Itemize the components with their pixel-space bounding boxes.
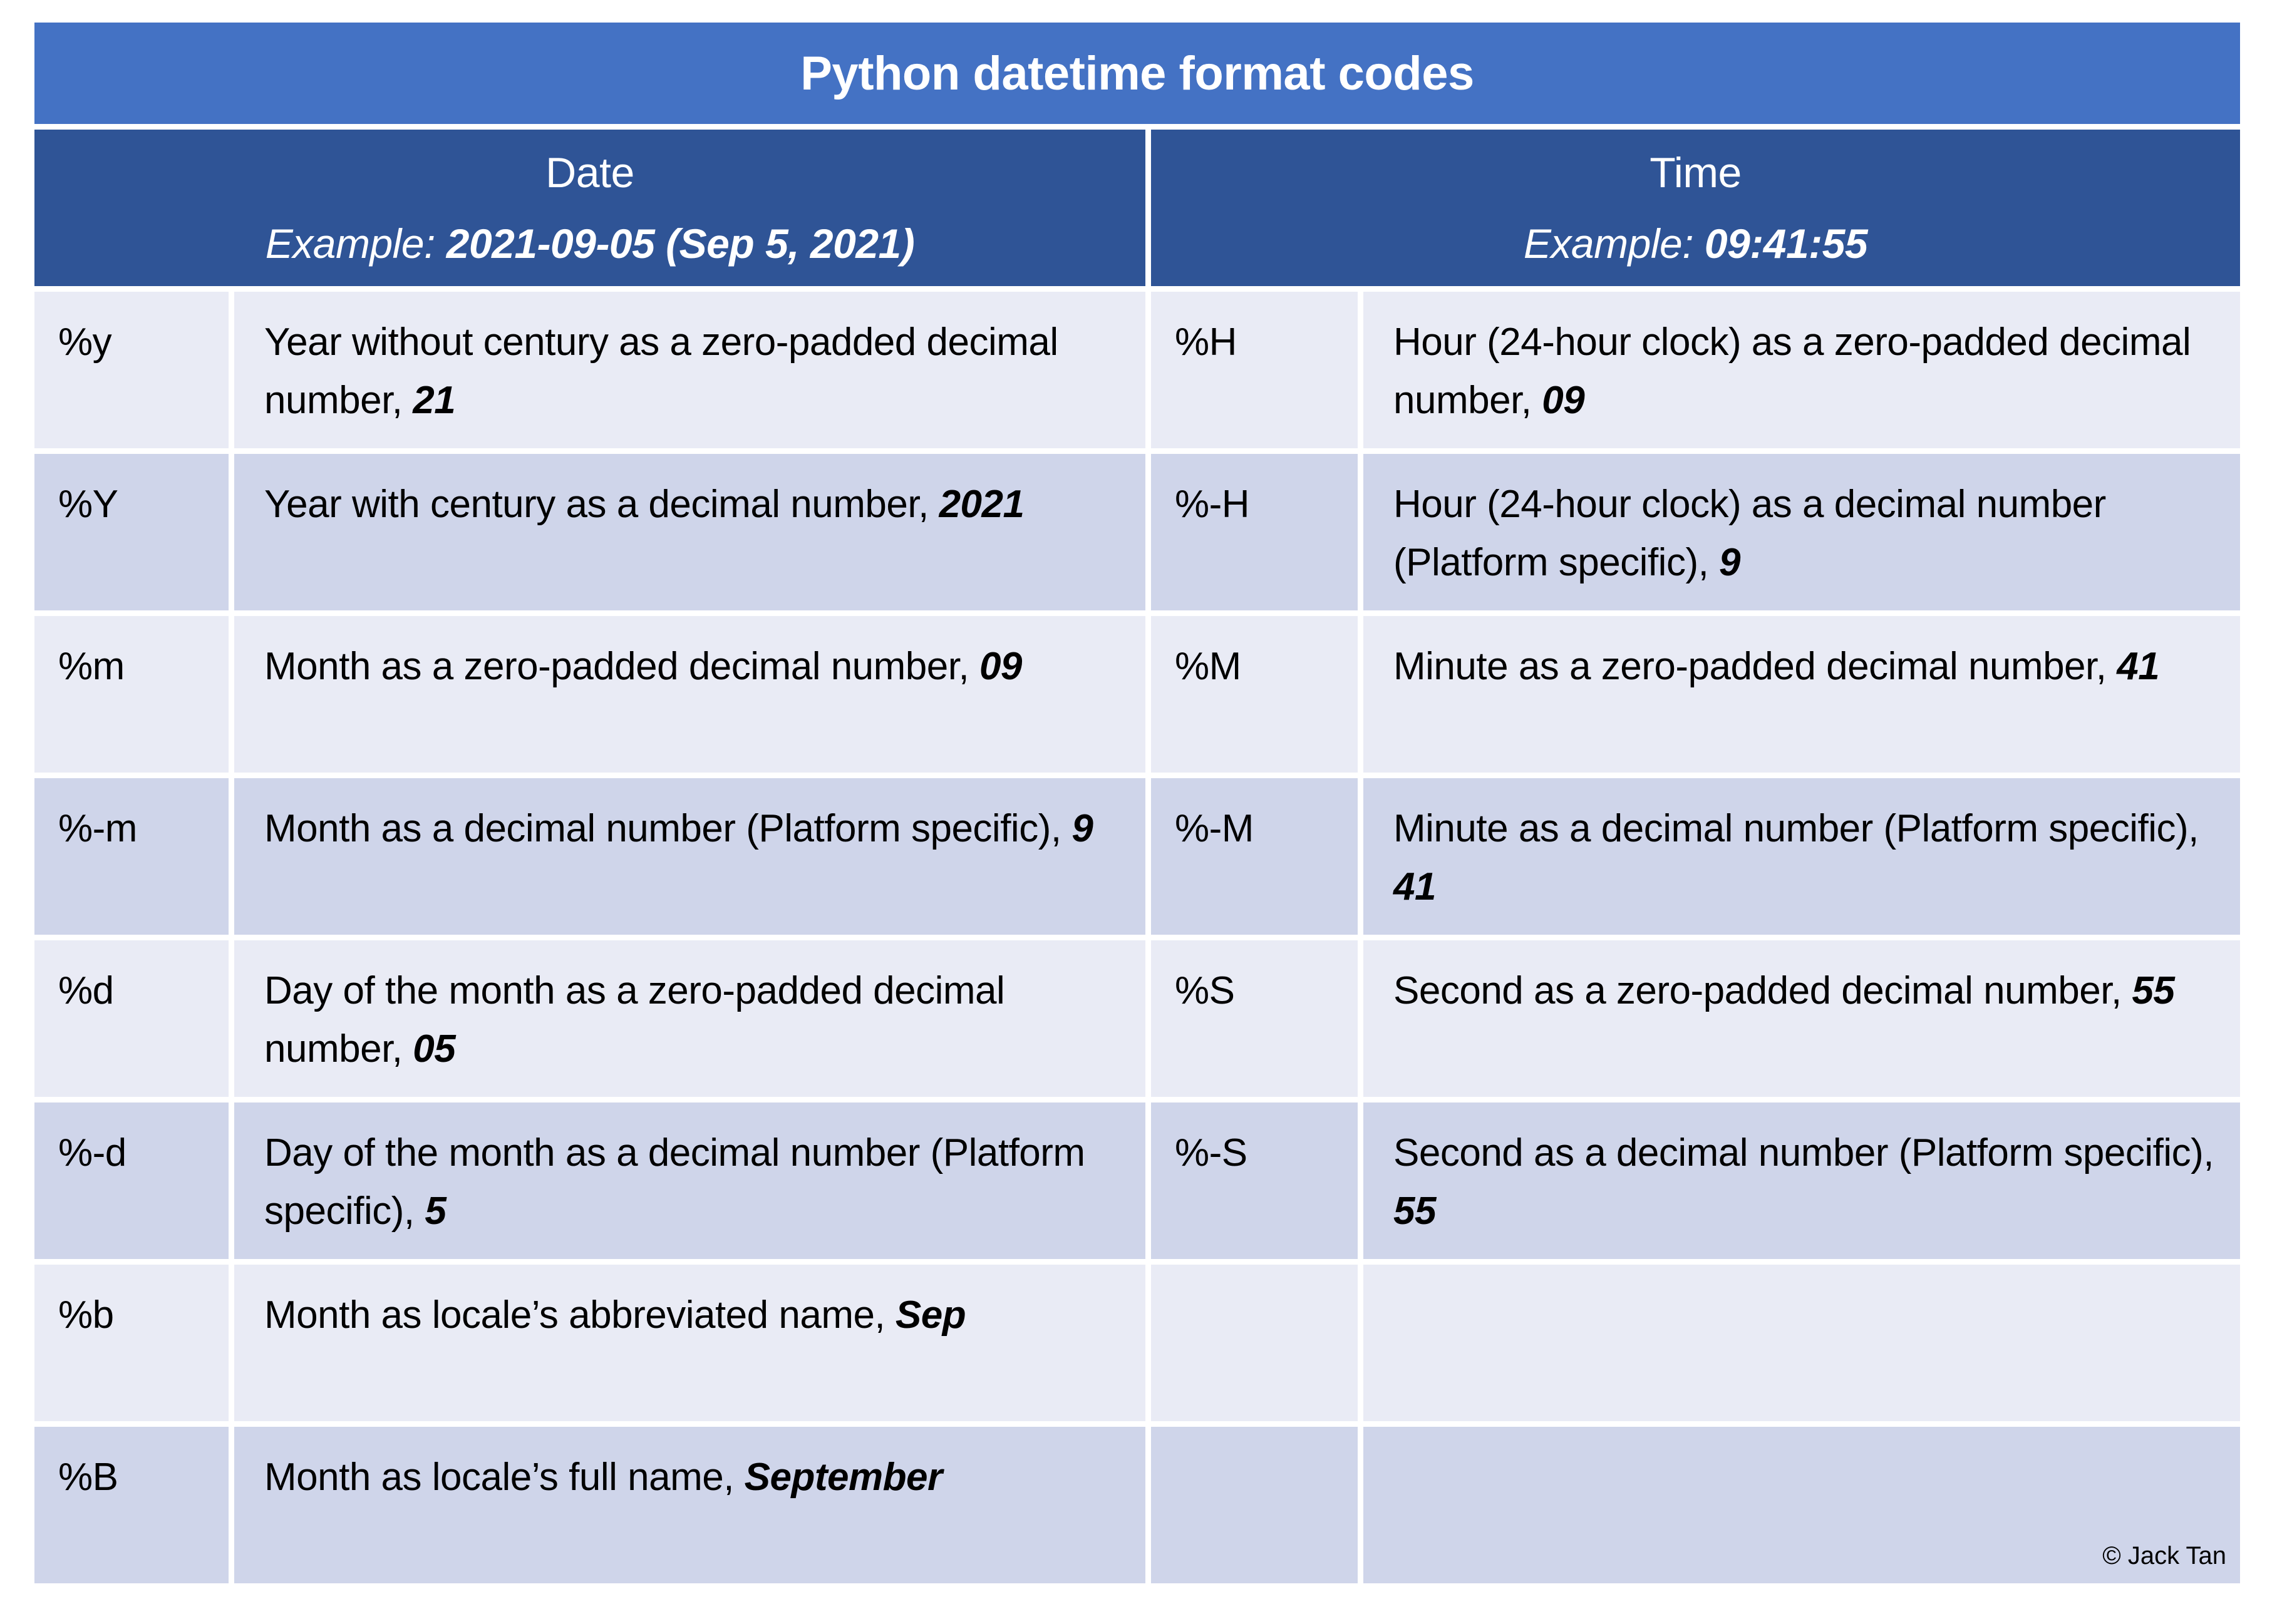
format-desc-cell: Hour (24-hour clock) as a zero-padded de…: [1363, 292, 2240, 448]
format-code-cell: %-d: [34, 1102, 229, 1259]
format-desc-cell: Day of the month as a zero-padded decima…: [234, 940, 1145, 1097]
time-column-header: Time Example: 09:41:55: [1151, 130, 2240, 286]
format-desc-cell: Year with century as a decimal number, 2…: [234, 454, 1145, 610]
format-desc-cell: Day of the month as a decimal number (Pl…: [234, 1102, 1145, 1259]
format-code-cell: %-S: [1151, 1102, 1358, 1259]
format-code-cell: %-H: [1151, 454, 1358, 610]
datetime-format-table: Python datetime format codes Date Exampl…: [34, 23, 2240, 1583]
format-desc-cell: Minute as a zero-padded decimal number, …: [1363, 616, 2240, 773]
format-desc-cell: © Jack Tan: [1363, 1427, 2240, 1583]
time-example-value: 09:41:55: [1704, 220, 1868, 267]
format-desc-cell: Month as a zero-padded decimal number, 0…: [234, 616, 1145, 773]
format-desc-cell: Second as a zero-padded decimal number, …: [1363, 940, 2240, 1097]
format-code-cell: [1151, 1427, 1358, 1583]
date-column-header: Date Example: 2021-09-05 (Sep 5, 2021): [34, 130, 1145, 286]
table-title-bar: Python datetime format codes: [34, 23, 2240, 124]
format-code-cell: %y: [34, 292, 229, 448]
time-example-label: Example:: [1523, 220, 1705, 267]
format-code-cell: %b: [34, 1265, 229, 1421]
format-code-cell: %M: [1151, 616, 1358, 773]
format-code-cell: %H: [1151, 292, 1358, 448]
copyright-text: © Jack Tan: [2102, 1542, 2226, 1570]
format-desc-cell: Month as a decimal number (Platform spec…: [234, 778, 1145, 935]
format-code-cell: %S: [1151, 940, 1358, 1097]
date-header-example: Example: 2021-09-05 (Sep 5, 2021): [265, 220, 915, 267]
format-code-cell: %B: [34, 1427, 229, 1583]
time-header-label: Time: [1650, 149, 1742, 197]
format-desc-cell: Month as locale’s abbreviated name, Sep: [234, 1265, 1145, 1421]
time-header-example: Example: 09:41:55: [1523, 220, 1868, 267]
date-header-label: Date: [545, 149, 634, 197]
format-desc-cell: Month as locale’s full name, September: [234, 1427, 1145, 1583]
date-example-value: 2021-09-05 (Sep 5, 2021): [446, 220, 915, 267]
format-desc-cell: Year without century as a zero-padded de…: [234, 292, 1145, 448]
format-desc-cell: Second as a decimal number (Platform spe…: [1363, 1102, 2240, 1259]
date-example-label: Example:: [265, 220, 447, 267]
format-desc-cell: [1363, 1265, 2240, 1421]
format-code-cell: %-M: [1151, 778, 1358, 935]
format-code-cell: %m: [34, 616, 229, 773]
format-code-cell: [1151, 1265, 1358, 1421]
format-desc-cell: Hour (24-hour clock) as a decimal number…: [1363, 454, 2240, 610]
format-code-cell: %d: [34, 940, 229, 1097]
format-code-cell: %-m: [34, 778, 229, 935]
page-title: Python datetime format codes: [800, 46, 1474, 100]
format-code-cell: %Y: [34, 454, 229, 610]
format-desc-cell: Minute as a decimal number (Platform spe…: [1363, 778, 2240, 935]
